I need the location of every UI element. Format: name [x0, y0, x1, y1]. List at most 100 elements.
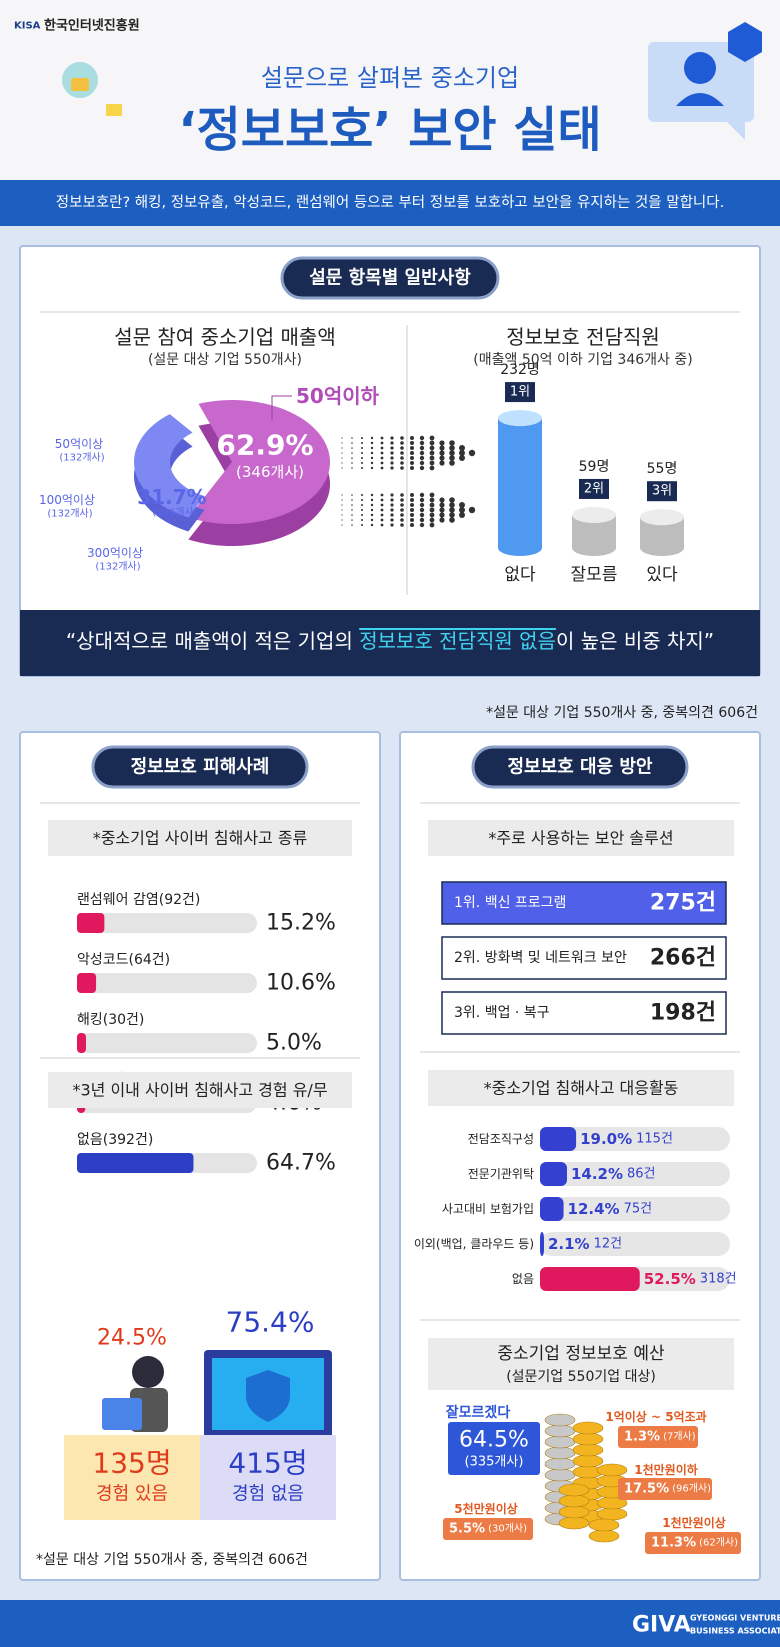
dot [361, 447, 363, 449]
group-name: 100억이상 [39, 493, 95, 507]
arrow-dots [341, 435, 476, 528]
dot [370, 493, 374, 497]
coin [572, 1454, 604, 1468]
budget-box [443, 1518, 533, 1540]
dot [341, 437, 343, 439]
coin [596, 1507, 628, 1521]
dot [380, 503, 384, 507]
activity-label: 전문기관위탁 [468, 1167, 534, 1181]
dot [351, 519, 353, 521]
dot [439, 450, 445, 456]
banner [0, 180, 780, 226]
sub-title: *중소기업 침해사고 대응활동 [484, 1079, 679, 1098]
dot [439, 512, 445, 518]
dot [429, 465, 435, 471]
dot [400, 456, 404, 460]
dot [380, 508, 384, 512]
dot [439, 502, 445, 508]
bar-value: 64.7% [266, 1151, 336, 1176]
dot [400, 451, 404, 455]
warning-icon [106, 104, 122, 116]
speech-bubble-tail [725, 120, 745, 140]
dot [361, 494, 363, 496]
dot [380, 513, 384, 517]
bar-value: 14.2% [571, 1165, 623, 1183]
dot [468, 449, 476, 457]
experience-label: 경험 없음 [232, 1484, 304, 1505]
dot [380, 451, 384, 455]
dot [390, 518, 394, 522]
bar-track [77, 913, 257, 933]
section-heading: 정보보호 피해사례 [131, 757, 270, 778]
value-label: 55명 [647, 461, 678, 477]
dot [429, 450, 435, 456]
budget-count: (7개사) [663, 1431, 696, 1443]
dot [351, 442, 353, 444]
dot [361, 524, 363, 526]
coin [596, 1463, 628, 1477]
dot [449, 450, 455, 456]
dot [400, 523, 404, 527]
dot [419, 512, 425, 518]
category: 잘모름 [571, 565, 618, 585]
dot [370, 451, 374, 455]
sub-box [428, 1070, 734, 1106]
category: 있다 [646, 565, 678, 585]
dot [468, 506, 476, 514]
dot [390, 441, 394, 445]
cylinder-top [572, 506, 616, 523]
rank: 3위 [652, 484, 672, 499]
dot [370, 456, 374, 460]
group-count: (132개사) [47, 508, 92, 520]
dot [370, 503, 374, 507]
dot [351, 524, 353, 526]
dot [400, 503, 404, 507]
dot [459, 445, 465, 451]
dot [351, 437, 353, 439]
sub-box [428, 820, 734, 856]
dot [380, 518, 384, 522]
dot [429, 492, 435, 498]
pie-value: 62.9% [216, 429, 313, 462]
dot [419, 507, 425, 513]
group-name: 50억이상 [55, 437, 103, 451]
dot [351, 504, 353, 506]
budget-labels: 잘모르겠다 64.5% (335개사) 1억이상 ~ 5억조과 1.3% (7개사) 1천만… [443, 1404, 741, 1554]
dot [449, 460, 455, 466]
dot [341, 519, 343, 521]
pointer-line [271, 395, 292, 420]
bar-track [540, 1127, 730, 1151]
coin-stacks [544, 1413, 628, 1543]
dot [400, 498, 404, 502]
dot [449, 502, 455, 508]
heading-pill [280, 256, 500, 300]
sub-box [428, 1338, 734, 1390]
dot [390, 493, 394, 497]
coin [544, 1468, 576, 1482]
dot [380, 461, 384, 465]
coin [558, 1505, 590, 1519]
heading-pill [91, 745, 309, 789]
bar-label: 악성코드(64건) [77, 952, 170, 968]
dot [400, 446, 404, 450]
dot [410, 441, 414, 445]
dot [439, 517, 445, 523]
dot [419, 460, 425, 466]
dot [341, 467, 343, 469]
dot [380, 446, 384, 450]
dot [370, 441, 374, 445]
dot [341, 442, 343, 444]
bar [540, 1162, 567, 1186]
dot [429, 502, 435, 508]
dot [419, 497, 425, 503]
budget-count: (335개사) [465, 1455, 524, 1470]
value-label: 232명 [500, 362, 540, 378]
solution-count: 198건 [650, 1001, 716, 1026]
budget-share: 5.5% [449, 1522, 485, 1537]
dot [351, 447, 353, 449]
experience-box [200, 1435, 336, 1520]
budget-name: 5천만원이상 [454, 1501, 518, 1516]
dot [361, 467, 363, 469]
